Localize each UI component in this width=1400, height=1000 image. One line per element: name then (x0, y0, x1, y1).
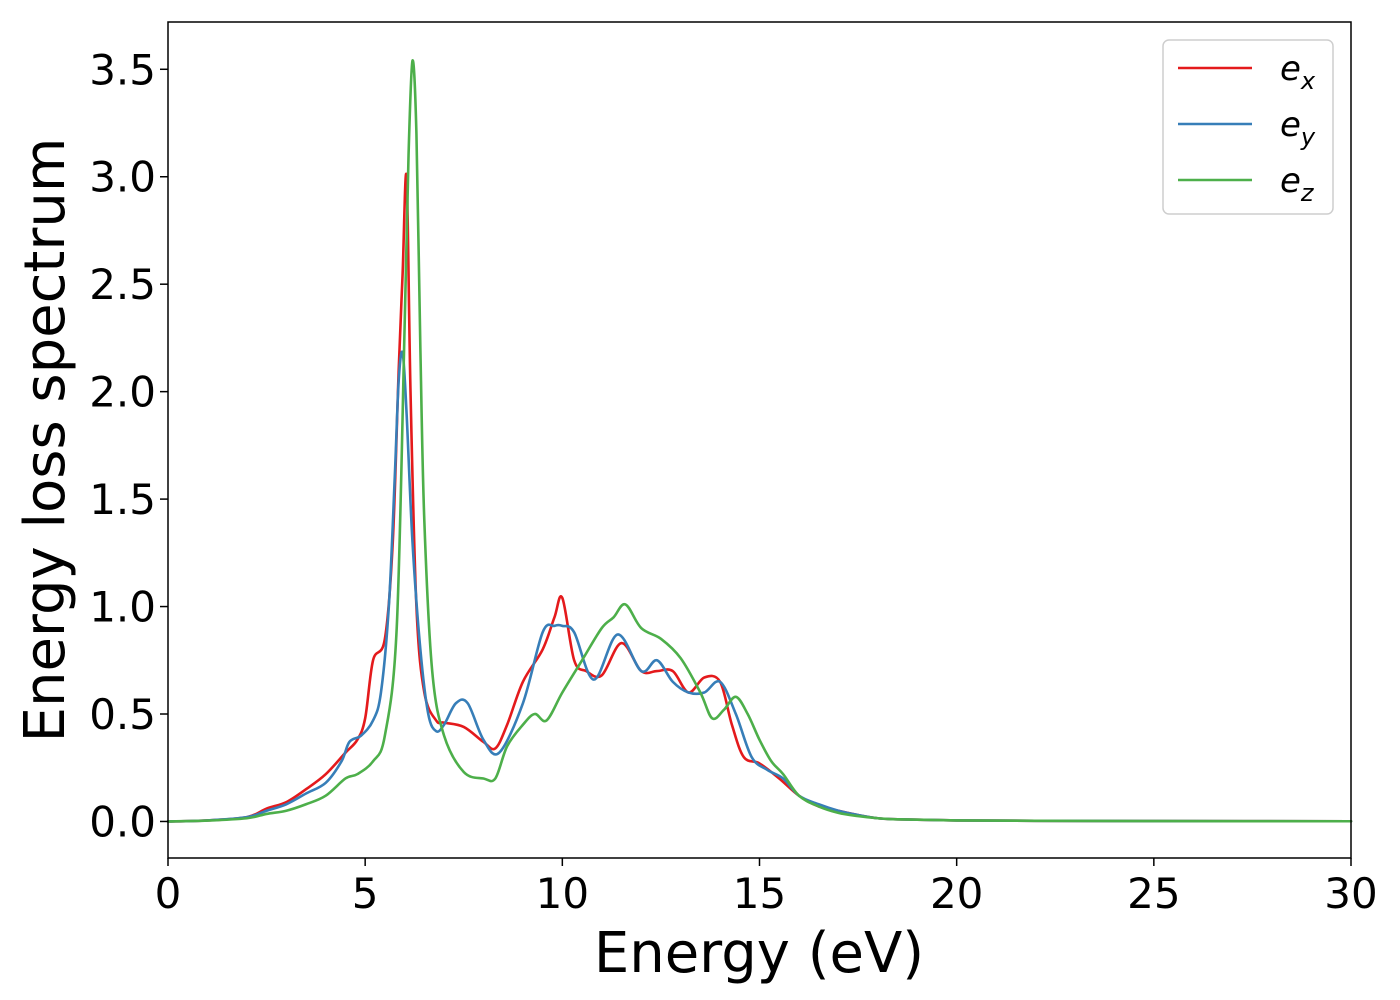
legend-label-base: e (1280, 49, 1301, 89)
x-tick-label: 5 (352, 869, 379, 918)
y-tick-label: 2.0 (89, 368, 156, 417)
y-tick-label: 0.5 (89, 690, 156, 739)
legend-label-ey: ey (1280, 105, 1316, 151)
y-tick-label: 0.0 (89, 797, 156, 846)
y-tick-label: 1.0 (89, 583, 156, 632)
legend-label-base: e (1280, 161, 1301, 201)
y-axis: 0.0 0.5 1.0 1.5 2.0 2.5 3.0 3.5 (89, 45, 168, 846)
y-tick-label: 1.5 (89, 475, 156, 524)
legend-box (1162, 39, 1334, 215)
legend-label-base: e (1280, 105, 1301, 145)
x-tick-label: 10 (536, 869, 589, 918)
legend-label-ez: ez (1280, 161, 1315, 207)
x-tick-label: 0 (155, 869, 182, 918)
legend-label-subscript: y (1300, 123, 1316, 151)
x-tick-label: 25 (1127, 869, 1180, 918)
y-tick-label: 3.0 (89, 153, 156, 202)
y-axis-title: Energy loss spectrum (13, 138, 78, 743)
x-tick-label: 20 (930, 869, 983, 918)
legend-label-ex: ex (1280, 49, 1316, 95)
y-tick-label: 2.5 (89, 260, 156, 309)
y-tick-label: 3.5 (89, 45, 156, 94)
x-axis-title: Energy (eV) (594, 921, 924, 986)
x-tick-label: 15 (733, 869, 786, 918)
series-line-ez (166, 59, 1353, 823)
legend-label-subscript: z (1300, 179, 1315, 207)
series-line-ey (166, 350, 1353, 823)
legend-label-subscript: x (1300, 67, 1316, 95)
x-axis: 0 5 10 15 20 25 30 (155, 858, 1378, 918)
x-tick-label: 30 (1324, 869, 1377, 918)
series-layer (166, 59, 1353, 823)
